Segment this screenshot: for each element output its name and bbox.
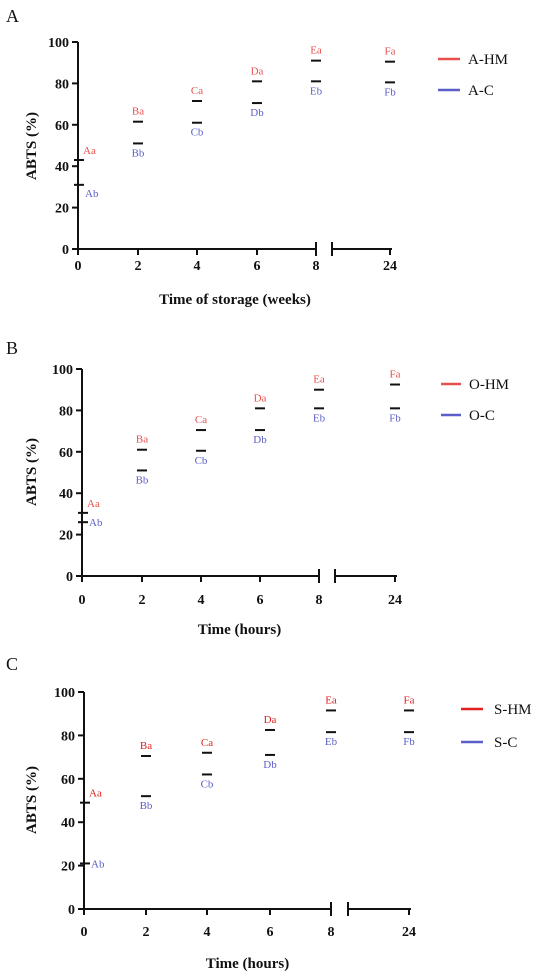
y-tick-label: 20 <box>55 202 69 217</box>
significance-label: Ab <box>85 188 99 200</box>
series-s-c: Ab Bb Cb Db Eb Fb <box>80 731 415 870</box>
x-axis-title: Time (hours) <box>198 622 281 638</box>
x-tick-label: 4 <box>194 259 201 274</box>
x-tick-label: 0 <box>75 259 82 274</box>
significance-label: Aa <box>89 788 102 800</box>
y-tick-label: 20 <box>61 860 75 875</box>
significance-label: Aa <box>87 498 100 510</box>
x-tick-label: 24 <box>383 259 397 274</box>
significance-label: Eb <box>310 85 323 97</box>
x-tick-label: 4 <box>198 593 205 608</box>
significance-label: Ba <box>132 106 144 118</box>
x-tick-label: 4 <box>204 925 211 940</box>
legend-label: S-HM <box>494 702 532 718</box>
y-tick-label: 80 <box>55 77 69 92</box>
x-tick-label: 24 <box>388 593 402 608</box>
significance-label: Fb <box>389 412 401 424</box>
x-tick-label: 2 <box>139 593 146 608</box>
x-tick-label: 8 <box>316 593 323 608</box>
y-tick-label: 40 <box>61 816 75 831</box>
significance-label: Cb <box>201 778 214 790</box>
significance-label: Ba <box>136 434 148 446</box>
x-tick-label: 0 <box>81 925 88 940</box>
significance-label: Ca <box>191 85 203 97</box>
x-tick-label: 8 <box>328 925 335 940</box>
x-tick-label: 6 <box>257 593 264 608</box>
x-axis-title: Time of storage (weeks) <box>159 292 311 308</box>
legend-label: O-HM <box>469 377 509 393</box>
y-tick-label: 80 <box>61 729 75 744</box>
significance-label: Fa <box>404 694 415 706</box>
x-tick-label: 24 <box>402 925 416 940</box>
series-o-hm: Aa Ba Ca Da Ea Fa <box>78 369 401 514</box>
x-tick-label: 2 <box>135 259 142 274</box>
y-tick-label: 80 <box>59 404 73 419</box>
significance-label: Ea <box>313 374 325 386</box>
significance-label: Ab <box>91 858 105 870</box>
y-tick-label: 60 <box>55 119 69 134</box>
significance-label: Bb <box>140 800 153 812</box>
significance-label: Ca <box>195 414 207 426</box>
significance-label: Db <box>250 107 264 119</box>
y-tick-label: 60 <box>61 773 75 788</box>
y-tick-label: 60 <box>59 446 73 461</box>
series-a-c: Ab Bb Cb Db Eb Fb <box>74 80 396 200</box>
x-tick-label: 0 <box>79 593 86 608</box>
y-tick-label: 100 <box>48 36 69 51</box>
significance-label: Fa <box>385 46 396 58</box>
x-tick-label: 6 <box>254 259 261 274</box>
y-tick-label: 40 <box>59 487 73 502</box>
significance-label: Eb <box>313 412 326 424</box>
series-a-hm: Aa Ba Ca Da Ea Fa <box>74 45 396 161</box>
significance-label: Ea <box>325 694 337 706</box>
y-tick-label: 0 <box>66 570 73 585</box>
significance-label: Cb <box>191 127 204 139</box>
significance-label: Eb <box>325 736 338 748</box>
significance-label: Da <box>251 65 264 77</box>
x-axis-title: Time (hours) <box>206 956 289 972</box>
significance-label: Bb <box>136 474 149 486</box>
legend-label: O-C <box>469 408 495 424</box>
panel-letter: B <box>6 338 18 358</box>
significance-label: Fb <box>384 86 396 98</box>
y-axis-title: ABTS (%) <box>24 438 40 506</box>
panel-letter: C <box>6 654 18 674</box>
significance-label: Ab <box>89 517 103 529</box>
legend-label: A-HM <box>468 52 508 68</box>
y-tick-label: 100 <box>54 686 75 701</box>
significance-label: Ca <box>201 737 213 749</box>
significance-label: Fa <box>390 369 401 381</box>
y-axis-title: ABTS (%) <box>24 112 40 180</box>
significance-label: Cb <box>195 455 208 467</box>
significance-label: Ba <box>140 740 152 752</box>
significance-label: Db <box>253 434 267 446</box>
x-tick-label: 6 <box>267 925 274 940</box>
y-tick-label: 0 <box>68 903 75 918</box>
significance-label: Ea <box>310 45 322 57</box>
x-tick-label: 2 <box>143 925 150 940</box>
significance-label: Bb <box>132 147 145 159</box>
y-tick-label: 40 <box>55 160 69 175</box>
panel-letter: A <box>6 6 19 26</box>
significance-label: Aa <box>83 145 96 157</box>
significance-label: Fb <box>403 736 415 748</box>
legend-label: S-C <box>494 735 517 751</box>
y-tick-label: 100 <box>52 363 73 378</box>
significance-label: Db <box>263 759 277 771</box>
legend-label: A-C <box>468 83 494 99</box>
x-tick-label: 8 <box>313 259 320 274</box>
significance-label: Da <box>264 714 277 726</box>
series-s-hm: Aa Ba Ca Da Ea Fa <box>80 694 415 804</box>
significance-label: Da <box>254 392 267 404</box>
series-o-c: Ab Bb Cb Db Eb Fb <box>78 407 401 529</box>
y-tick-label: 20 <box>59 529 73 544</box>
y-axis-title: ABTS (%) <box>24 766 40 834</box>
y-tick-label: 0 <box>62 243 69 258</box>
